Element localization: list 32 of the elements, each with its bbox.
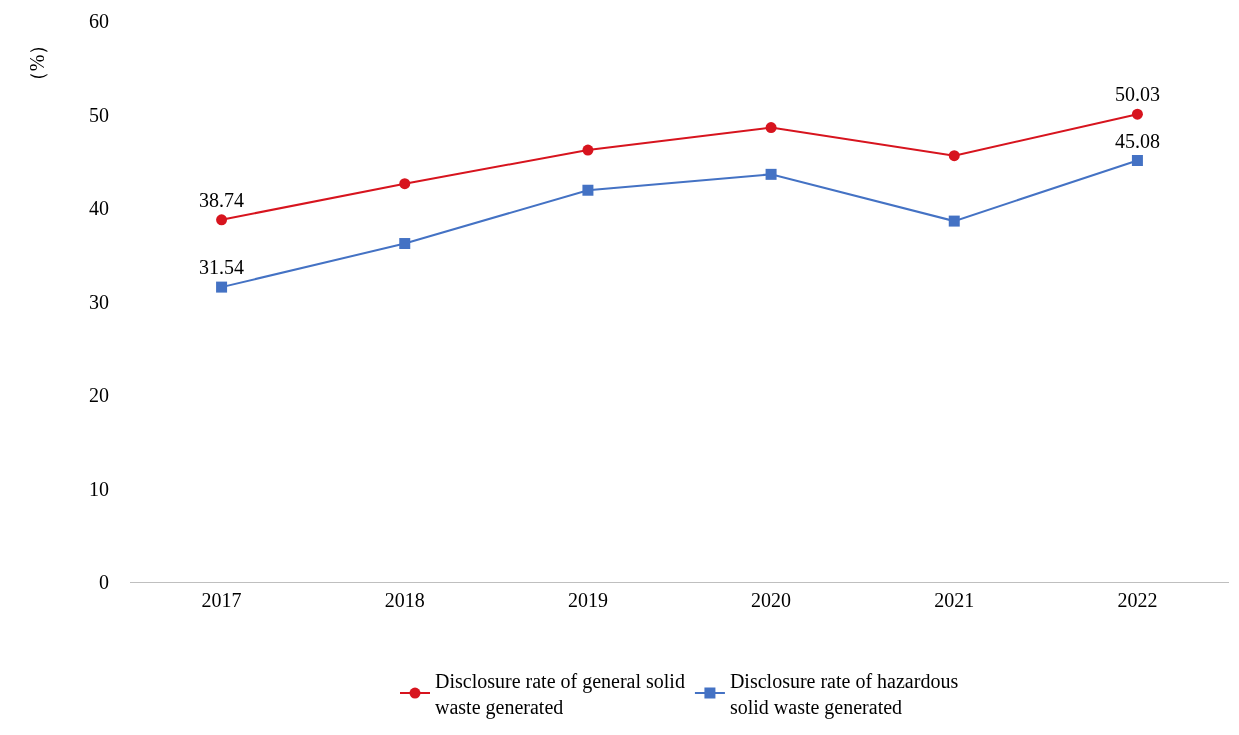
y-tick-label: 10 <box>89 477 109 500</box>
point <box>1131 155 1143 166</box>
y-tick-label: 40 <box>89 197 109 219</box>
y-tick-label: 0 <box>99 571 109 593</box>
legend-label: Disclosure rate of hazardous solid waste generated <box>729 669 959 719</box>
point <box>582 144 594 156</box>
data-label: 31.54 <box>199 256 245 279</box>
point <box>582 184 594 196</box>
point <box>399 178 411 190</box>
point <box>216 214 228 226</box>
x-tick-label: 2019 <box>567 589 608 611</box>
legend-label: Disclosure rate of general solid waste generated <box>435 669 685 719</box>
x-tick-label: 2020 <box>751 589 792 611</box>
point <box>948 150 960 162</box>
point <box>399 238 411 250</box>
y-tick-label: 20 <box>89 384 109 406</box>
y-tick-label: 50 <box>89 103 109 126</box>
x-tick-label: 2021 <box>934 589 975 611</box>
data-label: 38.74 <box>199 188 245 211</box>
data-label: 50.03 <box>1114 83 1160 106</box>
x-tick-label: 2017 <box>201 589 242 611</box>
y-tick-label: 30 <box>89 290 109 313</box>
x-tick-label: 2022 <box>1117 589 1158 611</box>
point <box>216 281 228 293</box>
y-tick-label: 60 <box>89 10 109 32</box>
point <box>765 168 777 180</box>
data-label: 45.08 <box>1114 129 1160 152</box>
point <box>1131 108 1143 120</box>
point <box>765 122 777 134</box>
point <box>948 215 960 227</box>
y-axis-title: （%） <box>25 34 48 92</box>
x-tick-label: 2018 <box>384 589 425 611</box>
